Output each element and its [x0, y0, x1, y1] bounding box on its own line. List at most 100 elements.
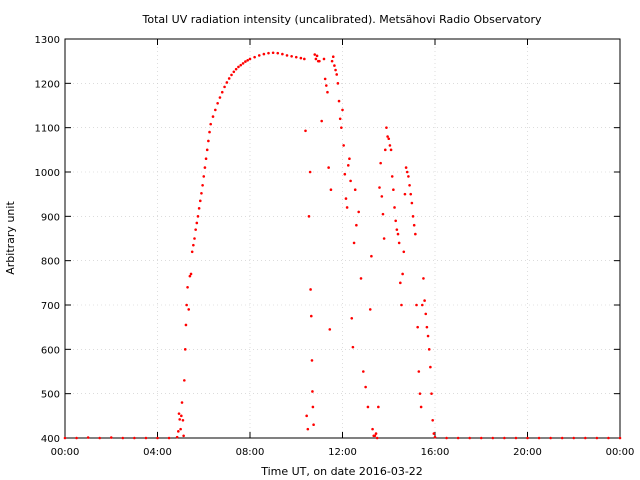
data-point — [338, 117, 342, 121]
data-point — [431, 418, 434, 422]
data-point — [202, 175, 206, 178]
data-point — [197, 207, 201, 210]
data-point — [187, 308, 191, 311]
data-point — [232, 70, 236, 74]
data-point — [183, 348, 187, 351]
data-point — [383, 148, 387, 152]
data-point — [276, 51, 280, 55]
data-point — [186, 285, 189, 289]
data-point — [192, 243, 195, 247]
data-point — [294, 55, 298, 59]
y-tick-label: 1100 — [35, 124, 60, 135]
x-tick-label: 12:00 — [328, 447, 357, 458]
data-point — [409, 192, 413, 196]
data-point — [182, 434, 185, 438]
data-point — [167, 436, 171, 440]
data-point — [403, 192, 407, 196]
data-point — [387, 137, 391, 141]
data-point — [549, 436, 552, 440]
data-point — [342, 144, 345, 147]
data-point — [445, 436, 448, 440]
data-point — [352, 241, 356, 245]
data-point — [190, 250, 194, 254]
data-point — [427, 348, 431, 351]
data-point — [241, 62, 245, 65]
data-point — [188, 274, 192, 278]
data-point — [313, 53, 317, 56]
data-point — [344, 197, 348, 200]
data-point — [328, 328, 332, 331]
data-point — [330, 59, 334, 63]
data-point — [234, 67, 238, 71]
data-point — [271, 51, 275, 55]
data-point — [415, 303, 418, 307]
x-tick-label: 08:00 — [236, 447, 265, 458]
data-point — [309, 288, 312, 291]
data-point — [526, 436, 529, 440]
data-point — [390, 175, 394, 178]
data-point — [479, 436, 483, 440]
data-point — [412, 223, 416, 227]
x-tick-label: 00:00 — [51, 447, 80, 458]
data-point — [329, 188, 333, 192]
data-point — [307, 215, 311, 218]
data-point — [399, 281, 402, 285]
data-point — [133, 436, 136, 440]
data-point — [267, 51, 270, 55]
data-point — [203, 166, 207, 169]
data-point — [237, 65, 240, 69]
data-point — [410, 201, 414, 205]
y-tick-label: 1000 — [35, 168, 60, 179]
data-point — [184, 323, 188, 327]
data-point — [584, 436, 587, 440]
data-point — [304, 129, 307, 133]
data-point — [373, 434, 377, 438]
data-point — [214, 108, 217, 112]
data-point — [308, 170, 312, 174]
data-point — [379, 161, 382, 165]
data-point — [404, 166, 408, 169]
data-point — [244, 60, 247, 63]
data-point — [364, 385, 367, 389]
data-point — [333, 64, 336, 67]
y-tick-label: 600 — [41, 345, 60, 356]
data-point — [424, 312, 428, 316]
data-point — [336, 82, 340, 85]
data-point — [348, 157, 351, 160]
chart-title: Total UV radiation intensity (uncalibrat… — [142, 13, 542, 26]
data-point — [357, 210, 360, 214]
data-point — [207, 139, 210, 143]
data-point — [388, 144, 392, 147]
data-point — [572, 436, 576, 440]
data-point — [183, 379, 186, 382]
data-point — [392, 188, 395, 192]
data-point — [389, 148, 393, 152]
data-point — [419, 405, 423, 409]
data-point — [385, 126, 388, 129]
data-point — [193, 237, 196, 240]
data-point — [362, 370, 365, 373]
data-point — [503, 436, 506, 440]
data-point — [323, 77, 327, 81]
y-tick-label: 400 — [41, 434, 60, 445]
x-tick-label: 20:00 — [513, 447, 542, 458]
data-point — [370, 254, 373, 258]
data-point — [374, 432, 378, 435]
data-point — [204, 157, 208, 160]
data-point — [209, 122, 212, 126]
data-point — [425, 325, 429, 329]
data-point — [400, 303, 403, 307]
data-point — [220, 90, 224, 94]
data-point — [312, 423, 315, 427]
data-point — [218, 96, 222, 99]
data-point — [418, 392, 422, 395]
x-tick-label: 04:00 — [143, 447, 172, 458]
data-point — [422, 277, 425, 280]
data-point — [189, 272, 193, 276]
data-point — [375, 436, 379, 440]
y-tick-label: 1200 — [35, 79, 60, 90]
data-point — [433, 435, 437, 439]
data-point — [394, 219, 397, 223]
data-point — [393, 206, 396, 209]
